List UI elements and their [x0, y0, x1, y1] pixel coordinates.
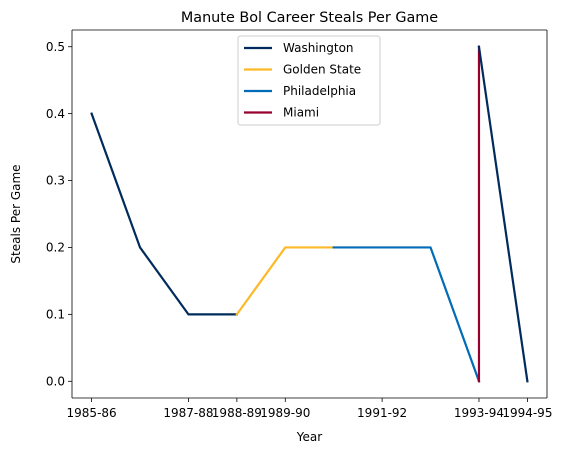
series-line-philadelphia-2	[332, 246, 481, 383]
legend: Washington Golden State Philadelphia Miami	[237, 35, 381, 126]
x-tick-label: 1985-86	[67, 406, 117, 420]
x-tick-label: 1989-90	[260, 406, 310, 420]
y-axis-label: Steals Per Game	[9, 164, 23, 263]
series-line-continuation-4	[477, 45, 529, 383]
legend-label-golden-state: Golden State	[283, 63, 361, 77]
y-tick-label: 0.3	[46, 174, 65, 188]
series-line-washington-0	[90, 112, 238, 316]
legend-frame	[237, 35, 381, 126]
y-tick-label: 0.1	[46, 308, 65, 322]
y-tick-label: 0.4	[46, 107, 65, 121]
x-tick-label: 1993-94	[454, 406, 504, 420]
y-tick-label: 0.0	[46, 374, 65, 388]
legend-label-washington: Washington	[283, 41, 354, 55]
legend-label-miami: Miami	[283, 106, 319, 120]
y-tick-label: 0.5	[46, 40, 65, 54]
legend-label-philadelphia: Philadelphia	[283, 84, 356, 98]
series-line-golden-state-1	[235, 246, 335, 316]
y-tick-label: 0.2	[46, 241, 65, 255]
x-tick-label: 1988-89	[212, 406, 262, 420]
x-axis-label: Year	[296, 430, 322, 444]
series-layer	[90, 45, 529, 383]
x-tick-label: 1987-88	[163, 406, 213, 420]
plot-frame	[71, 29, 548, 399]
x-tick-label: 1994-95	[502, 406, 552, 420]
y-axis-ticks: 0.0 0.1 0.2 0.3 0.4 0.5	[46, 40, 72, 388]
chart-title: Manute Bol Career Steals Per Game	[181, 10, 438, 26]
x-tick-label: 1991-92	[357, 406, 407, 420]
